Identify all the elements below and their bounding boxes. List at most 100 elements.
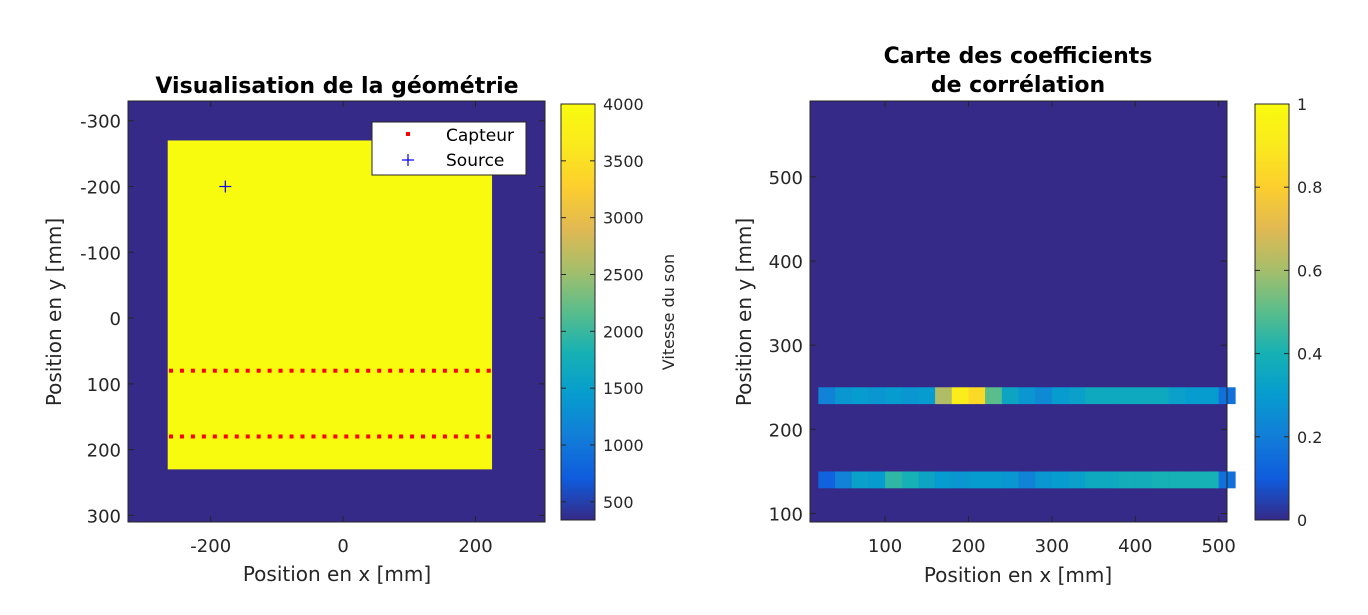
- capteur-point: [322, 434, 327, 439]
- heatmap-cell: [1151, 387, 1169, 405]
- heatmap-cell: [918, 387, 936, 405]
- heatmap-cell: [885, 387, 903, 405]
- capteur-point: [464, 434, 469, 439]
- heatmap-cell: [835, 387, 852, 405]
- capteur-point: [377, 368, 382, 373]
- capteur-point: [245, 434, 250, 439]
- left-colorbar-tick-label: 1000: [603, 436, 644, 455]
- heatmap-cell: [835, 471, 852, 489]
- capteur-point: [223, 434, 228, 439]
- capteur-point: [322, 368, 327, 373]
- capteur-point: [300, 368, 305, 373]
- capteur-point: [486, 368, 491, 373]
- left-xtick-label: 200: [458, 536, 492, 557]
- heatmap-cell: [1068, 471, 1086, 489]
- capteur-point: [179, 368, 184, 373]
- heatmap-cell: [1135, 471, 1153, 489]
- capteur-point: [344, 368, 349, 373]
- capteur-point: [377, 434, 382, 439]
- legend-capteur-marker: [406, 132, 410, 136]
- right-xtick-label: 100: [868, 536, 902, 557]
- heatmap-cell: [1101, 387, 1119, 405]
- capteur-point: [267, 368, 272, 373]
- right-colorbar-gradient: [1254, 103, 1290, 521]
- capteur-point: [278, 368, 283, 373]
- heatmap-cell: [1051, 471, 1069, 489]
- capteur-point: [366, 434, 371, 439]
- chart-right-axes: 100 200 300 400 500 100 200 300 400 500: [769, 100, 1236, 557]
- right-colorbar-tick-label: 0: [1297, 511, 1307, 530]
- heatmap-cell: [1035, 387, 1053, 405]
- heatmap-cell: [901, 471, 919, 489]
- left-material-block: [167, 140, 493, 470]
- heatmap-cell: [1151, 471, 1169, 489]
- right-colorbar-tick-label: 0.8: [1297, 178, 1322, 197]
- capteur-point: [399, 434, 404, 439]
- left-colorbar-tick-label: 4000: [603, 95, 644, 114]
- chart-right-plot-area: [810, 101, 1236, 522]
- chart-left-ylabel: Position en y [mm]: [42, 218, 66, 406]
- left-xtick-label: -200: [190, 536, 231, 557]
- right-xtick-label: 400: [1118, 536, 1152, 557]
- heatmap-cell: [1168, 387, 1186, 405]
- capteur-point: [442, 434, 447, 439]
- left-ytick-label: 200: [87, 441, 121, 462]
- capteur-point: [366, 368, 371, 373]
- left-colorbar-tick-label: 1500: [603, 379, 644, 398]
- heatmap-cell: [1001, 471, 1019, 489]
- capteur-point: [486, 434, 491, 439]
- capteur-point: [256, 434, 261, 439]
- heatmap-cell: [851, 387, 869, 405]
- heatmap-cell: [1085, 471, 1103, 489]
- capteur-point: [311, 368, 316, 373]
- chart-right: Carte des coefficients de corrélation 10…: [732, 44, 1322, 587]
- heatmap-cell: [1085, 387, 1103, 405]
- capteur-point: [179, 434, 184, 439]
- heatmap-cell: [1168, 471, 1186, 489]
- left-ytick-label: -200: [80, 178, 121, 199]
- heatmap-cell: [1051, 387, 1069, 405]
- legend-source-marker: [402, 154, 414, 166]
- left-ytick-label: 300: [87, 506, 121, 527]
- heatmap-cell: [1201, 387, 1219, 405]
- chart-right-ylabel: Position en y [mm]: [732, 218, 756, 406]
- right-xtick-label: 300: [1035, 536, 1069, 557]
- capteur-point: [410, 368, 415, 373]
- capteur-point: [234, 434, 239, 439]
- left-colorbar-tick-label: 2000: [603, 322, 644, 341]
- capteur-point: [388, 368, 393, 373]
- capteur-point: [442, 368, 447, 373]
- right-colorbar-tick-label: 0.2: [1297, 428, 1322, 447]
- heatmap-cell: [818, 387, 836, 405]
- capteur-point: [289, 434, 294, 439]
- heatmap-cell: [901, 387, 919, 405]
- heatmap-cell: [968, 471, 986, 489]
- heatmap-cell: [951, 387, 969, 405]
- capteur-point: [388, 434, 393, 439]
- capteur-point: [453, 434, 458, 439]
- heatmap-cell: [1118, 471, 1136, 489]
- capteur-point: [464, 368, 469, 373]
- chart-left-colorbar: 500 1000 1500 2000 2500 3000 3500 4000: [560, 95, 644, 521]
- capteur-point: [289, 368, 294, 373]
- source-point: [219, 180, 232, 193]
- right-xtick-label: 500: [1201, 536, 1235, 557]
- heatmap-cell: [985, 387, 1003, 405]
- right-colorbar-tick-label: 0.4: [1297, 345, 1322, 364]
- left-axes-frame: [127, 100, 546, 523]
- capteur-point: [421, 368, 426, 373]
- left-colorbar-tick-label: 500: [603, 493, 634, 512]
- capteur-point: [278, 434, 283, 439]
- heatmap-cell: [1201, 471, 1219, 489]
- capteur-point: [333, 368, 338, 373]
- right-ytick-label: 300: [769, 336, 803, 357]
- left-ytick-label: -300: [80, 112, 121, 133]
- heatmap-cell: [868, 471, 886, 489]
- chart-right-title-line1: Carte des coefficients: [884, 44, 1153, 69]
- heatmap-cell: [935, 471, 953, 489]
- heatmap-cell: [818, 471, 836, 489]
- right-xtick-label: 200: [951, 536, 985, 557]
- heatmap-cell: [918, 471, 936, 489]
- heatmap-cell: [1101, 471, 1119, 489]
